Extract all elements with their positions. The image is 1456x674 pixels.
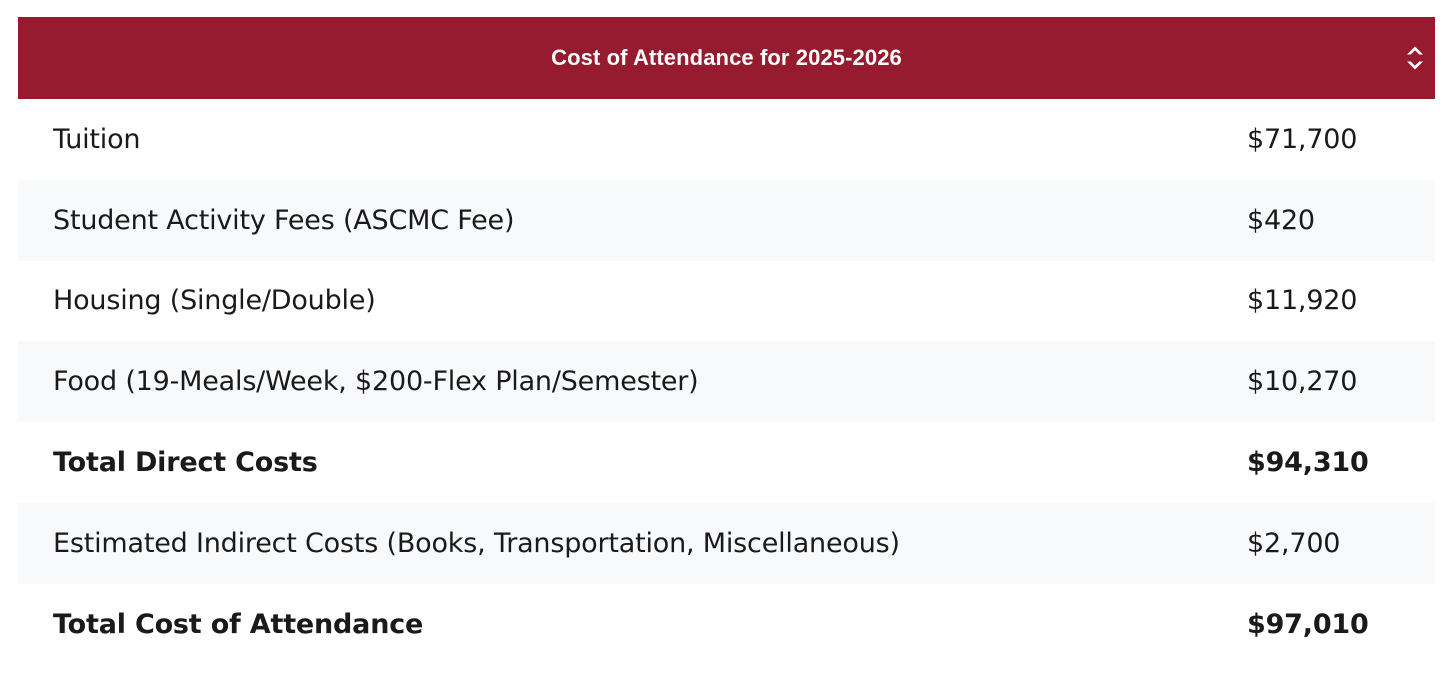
table-row-food: Food (19-Meals/Week, $200-Flex Plan/Seme… <box>18 341 1435 423</box>
table-row-housing: Housing (Single/Double) $11,920 <box>18 261 1435 342</box>
row-label: Housing (Single/Double) <box>53 285 376 317</box>
row-value: $10,270 <box>1247 366 1358 398</box>
table-row-tuition: Tuition $71,700 <box>18 99 1435 180</box>
cost-of-attendance-table: Cost of Attendance for 2025-2026 Tuition… <box>18 17 1435 665</box>
row-value: $97,010 <box>1247 608 1369 640</box>
table-row-indirect-costs: Estimated Indirect Costs (Books, Transpo… <box>18 502 1435 584</box>
table-row-student-activity-fees: Student Activity Fees (ASCMC Fee) $420 <box>18 179 1435 261</box>
row-label: Student Activity Fees (ASCMC Fee) <box>53 204 515 236</box>
sort-up-down-icon[interactable] <box>1405 45 1425 71</box>
table-title: Cost of Attendance for 2025-2026 <box>551 45 902 70</box>
table-header[interactable]: Cost of Attendance for 2025-2026 <box>18 17 1435 99</box>
row-label: Total Cost of Attendance <box>53 608 424 640</box>
table-row-total-direct-costs: Total Direct Costs $94,310 <box>18 422 1435 503</box>
table-row-total-cost-of-attendance: Total Cost of Attendance $97,010 <box>18 584 1435 665</box>
row-value: $420 <box>1247 204 1315 236</box>
row-label: Estimated Indirect Costs (Books, Transpo… <box>53 527 900 559</box>
row-label: Total Direct Costs <box>53 447 318 479</box>
row-label: Food (19-Meals/Week, $200-Flex Plan/Seme… <box>53 366 699 398</box>
row-value: $71,700 <box>1247 123 1358 155</box>
row-label: Tuition <box>53 123 141 155</box>
row-value: $11,920 <box>1247 285 1358 317</box>
row-value: $94,310 <box>1247 447 1369 479</box>
row-value: $2,700 <box>1247 527 1341 559</box>
